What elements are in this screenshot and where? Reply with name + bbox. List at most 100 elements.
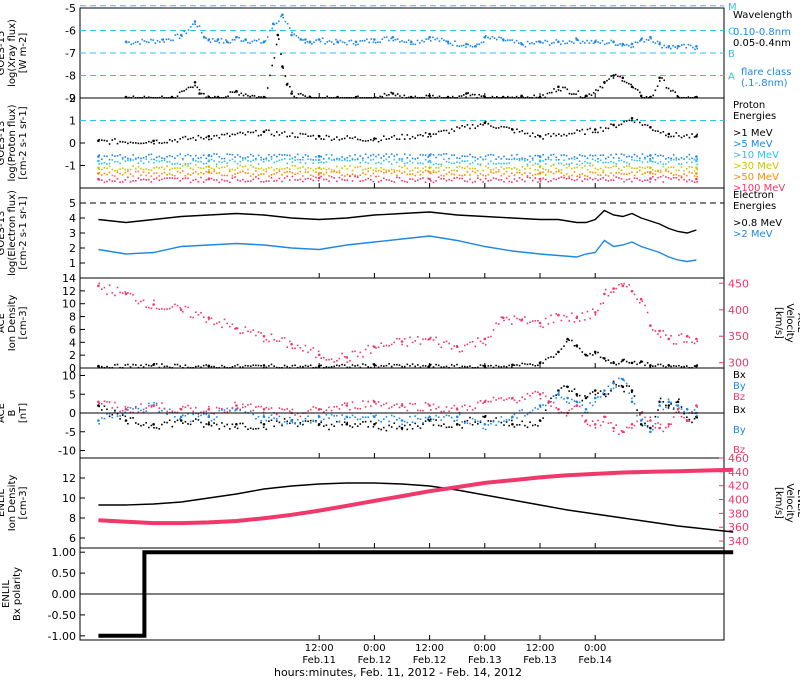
data-point: [155, 156, 158, 158]
data-point: [276, 413, 278, 416]
data-point: [200, 366, 202, 369]
data-point: [550, 356, 552, 358]
data-point: [552, 395, 555, 397]
data-point: [495, 163, 497, 165]
data-point: [658, 426, 661, 430]
data-point: [633, 395, 636, 397]
data-point: [672, 408, 675, 410]
data-point: [268, 154, 270, 156]
data-point: [435, 336, 437, 339]
data-point: [106, 293, 108, 296]
data-point: [578, 160, 581, 162]
data-point: [662, 401, 665, 403]
data-point: [98, 423, 100, 425]
data-point: [111, 180, 114, 183]
data-point: [111, 174, 114, 177]
data-point: [231, 423, 234, 426]
data-point: [445, 173, 448, 175]
data-point: [249, 95, 251, 98]
data-point: [513, 426, 516, 428]
data-point: [280, 53, 282, 55]
data-point: [443, 341, 445, 343]
data-point: [560, 387, 563, 389]
data-point: [450, 416, 453, 419]
data-point: [588, 42, 591, 44]
data-point: [544, 163, 547, 165]
data-point: [683, 135, 685, 137]
data-point: [504, 39, 507, 42]
data-point: [437, 364, 440, 367]
data-point: [283, 421, 286, 423]
data-point: [231, 153, 234, 156]
data-point: [155, 139, 158, 142]
data-point: [553, 88, 555, 90]
data-point: [377, 401, 380, 403]
data-point: [145, 41, 148, 43]
data-point: [474, 171, 476, 174]
data-point: [531, 409, 534, 412]
data-point: [578, 401, 581, 404]
data-point: [393, 422, 396, 424]
data-point: [176, 363, 179, 366]
data-point: [130, 43, 132, 46]
data-point: [258, 96, 260, 98]
data-point: [612, 387, 615, 390]
data-point: [381, 95, 384, 98]
data-point: [483, 415, 487, 419]
data-point: [443, 178, 445, 180]
data-point: [560, 172, 563, 174]
data-point: [192, 410, 194, 413]
data-point: [649, 364, 652, 367]
data-point: [101, 162, 103, 165]
data-point: [239, 408, 241, 411]
data-point: [460, 95, 463, 97]
data-point: [328, 180, 330, 182]
data-point: [657, 363, 659, 366]
data-point: [281, 174, 283, 176]
data-point: [505, 366, 508, 368]
data-point: [603, 43, 606, 46]
data-point: [487, 424, 490, 426]
data-point: [98, 282, 100, 285]
data-point: [98, 163, 100, 165]
data-point: [375, 347, 377, 349]
data-point: [390, 91, 392, 94]
data-point: [226, 132, 228, 135]
data-point: [581, 173, 584, 175]
data-point: [364, 364, 367, 366]
data-point: [646, 171, 649, 173]
data-point: [268, 420, 270, 422]
data-point: [249, 153, 252, 156]
data-point: [428, 404, 431, 407]
data-point: [409, 154, 411, 156]
data-point: [469, 174, 471, 176]
data-point: [633, 174, 636, 177]
data-point: [453, 162, 456, 164]
data-point: [474, 180, 476, 183]
data-point: [385, 158, 388, 161]
data-point: [621, 80, 624, 82]
data-point: [511, 181, 513, 183]
data-point: [399, 95, 401, 97]
data-point: [573, 321, 576, 323]
data-point: [531, 424, 534, 427]
data-point: [464, 422, 466, 424]
data-point: [289, 168, 291, 170]
data-point: [411, 169, 414, 172]
data-point: [518, 131, 521, 133]
data-point: [607, 161, 610, 164]
data-point: [620, 173, 623, 175]
data-point: [593, 40, 597, 44]
data-point: [103, 162, 106, 164]
data-point: [114, 155, 116, 157]
data-point: [231, 158, 234, 161]
data-point: [538, 40, 542, 44]
data-point: [383, 135, 385, 137]
data-point: [483, 364, 487, 368]
data-point: [537, 181, 539, 183]
data-point: [231, 175, 234, 177]
data-point: [544, 395, 547, 398]
data-point: [195, 418, 197, 420]
data-point: [121, 158, 124, 161]
